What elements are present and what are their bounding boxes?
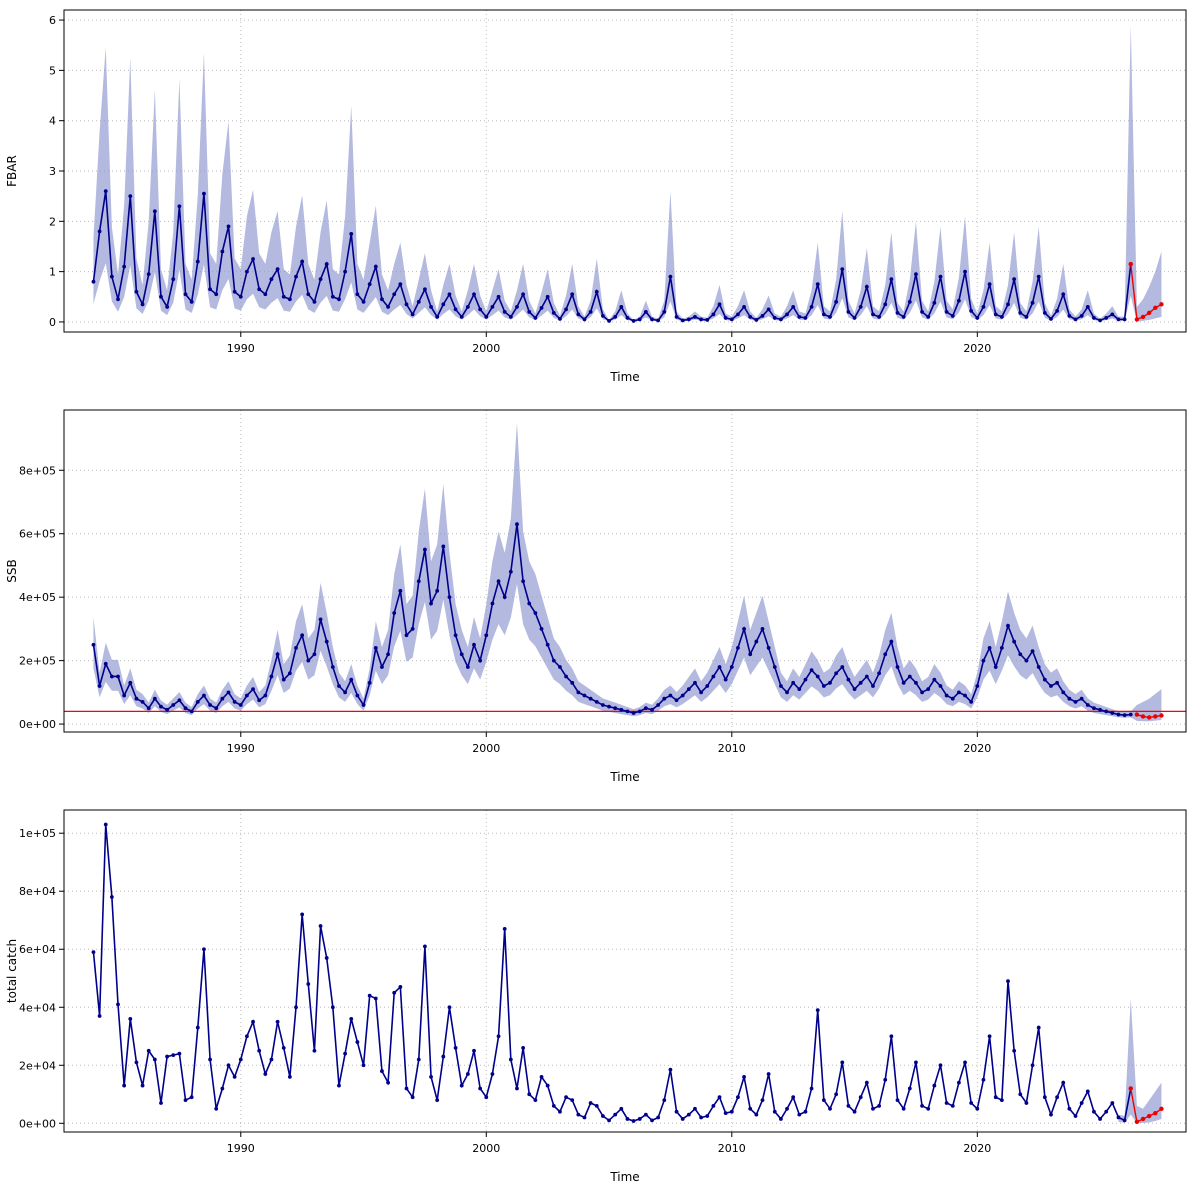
svg-text:2000: 2000 bbox=[472, 1142, 500, 1155]
y-axis-title: FBAR bbox=[5, 155, 19, 187]
svg-text:0e+00: 0e+00 bbox=[19, 718, 56, 731]
y-axis-title: SSB bbox=[5, 559, 19, 582]
svg-text:2020: 2020 bbox=[963, 342, 991, 355]
catch-plot: 0e+00 2e+04 4e+04 6e+04 8e+04 1e+05 1990 2000 20… bbox=[5, 809, 1187, 1155]
confidence-band bbox=[93, 422, 1162, 722]
fbar-panel: 0 1 2 3 4 5 6 1990 2000 2010 2020 FBAR Time bbox=[0, 0, 1200, 400]
ssb-plot: 0e+00 2e+05 4e+05 6e+05 8e+05 1990 2000 2010 202… bbox=[5, 409, 1187, 755]
plot-border bbox=[63, 409, 1187, 733]
svg-text:1: 1 bbox=[49, 266, 56, 279]
catch-chart-host: 0e+00 2e+04 4e+04 6e+04 8e+04 1e+05 1990 2000 20… bbox=[0, 800, 1200, 1200]
data-points bbox=[91, 522, 1133, 718]
series-line bbox=[92, 824, 1132, 1122]
forecast-points bbox=[1128, 261, 1164, 322]
svg-text:0: 0 bbox=[49, 316, 56, 329]
axis-ticks bbox=[59, 19, 978, 337]
ssb-panel: 0e+00 2e+05 4e+05 6e+05 8e+05 1990 2000 2010 202… bbox=[0, 400, 1200, 800]
svg-text:2010: 2010 bbox=[718, 1142, 746, 1155]
svg-text:2000: 2000 bbox=[472, 742, 500, 755]
svg-text:2: 2 bbox=[49, 215, 56, 228]
catch-x-axis-title: Time bbox=[610, 1170, 640, 1184]
ssb-chart-host: 0e+00 2e+05 4e+05 6e+05 8e+05 1990 2000 2010 202… bbox=[0, 400, 1200, 800]
series-line bbox=[92, 191, 1132, 322]
svg-text:5: 5 bbox=[49, 64, 56, 77]
svg-text:1990: 1990 bbox=[227, 342, 255, 355]
svg-text:2020: 2020 bbox=[963, 742, 991, 755]
ssb-x-axis-title: Time bbox=[610, 770, 640, 784]
svg-text:2010: 2010 bbox=[718, 342, 746, 355]
y-axis-title: total catch bbox=[5, 939, 19, 1003]
svg-text:2e+04: 2e+04 bbox=[19, 1059, 56, 1072]
gridlines bbox=[64, 410, 1186, 732]
svg-text:4e+04: 4e+04 bbox=[19, 1001, 56, 1014]
svg-text:1990: 1990 bbox=[227, 1142, 255, 1155]
data-points bbox=[91, 189, 1133, 323]
catch-panel: 0e+00 2e+04 4e+04 6e+04 8e+04 1e+05 1990 2000 20… bbox=[0, 800, 1200, 1200]
gridlines bbox=[64, 10, 1186, 332]
axis-ticks bbox=[59, 832, 978, 1137]
svg-text:2010: 2010 bbox=[718, 742, 746, 755]
svg-text:8e+05: 8e+05 bbox=[19, 464, 56, 477]
svg-text:1e+05: 1e+05 bbox=[19, 827, 56, 840]
gridlines bbox=[64, 810, 1186, 1132]
svg-text:8e+04: 8e+04 bbox=[19, 885, 56, 898]
forecast-points bbox=[1134, 712, 1164, 720]
fbar-plot: 0 1 2 3 4 5 6 1990 2000 2010 2020 FBAR bbox=[5, 9, 1187, 355]
svg-text:4e+05: 4e+05 bbox=[19, 591, 56, 604]
plot-border bbox=[63, 809, 1187, 1133]
svg-text:6: 6 bbox=[49, 14, 56, 27]
svg-text:0e+00: 0e+00 bbox=[19, 1117, 56, 1130]
svg-text:6e+04: 6e+04 bbox=[19, 943, 56, 956]
confidence-band bbox=[93, 25, 1162, 322]
axis-ticks bbox=[59, 469, 978, 737]
fbar-x-axis-title: Time bbox=[610, 370, 640, 384]
svg-text:2020: 2020 bbox=[963, 1142, 991, 1155]
svg-text:2000: 2000 bbox=[472, 342, 500, 355]
axis-tick-labels: 0 1 2 3 4 5 6 1990 2000 2010 2020 bbox=[49, 14, 991, 355]
forecast-points bbox=[1128, 1086, 1164, 1125]
svg-text:3: 3 bbox=[49, 165, 56, 178]
axis-tick-labels: 0e+00 2e+04 4e+04 6e+04 8e+04 1e+05 1990 2000 20… bbox=[19, 827, 991, 1155]
svg-text:1990: 1990 bbox=[227, 742, 255, 755]
svg-text:2e+05: 2e+05 bbox=[19, 655, 56, 668]
axis-tick-labels: 0e+00 2e+05 4e+05 6e+05 8e+05 1990 2000 2010 202… bbox=[19, 464, 991, 755]
svg-text:4: 4 bbox=[49, 115, 56, 128]
data-points bbox=[91, 822, 1133, 1123]
confidence-band bbox=[1118, 998, 1162, 1124]
svg-text:6e+05: 6e+05 bbox=[19, 528, 56, 541]
fbar-chart-host: 0 1 2 3 4 5 6 1990 2000 2010 2020 FBAR bbox=[0, 0, 1200, 400]
